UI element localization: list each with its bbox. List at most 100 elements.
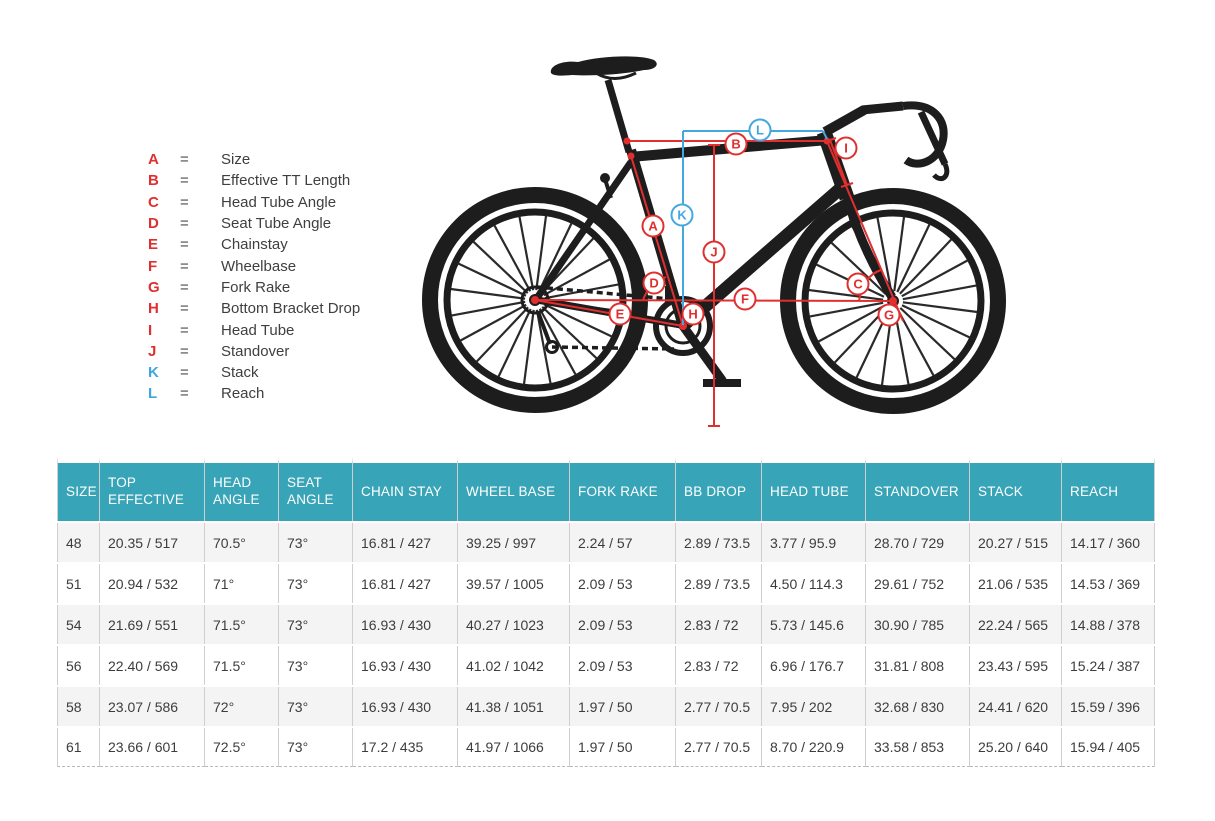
- value-cell: 71.5°: [205, 605, 279, 644]
- size-cell: 61: [57, 728, 100, 767]
- value-cell: 22.40 / 569: [100, 646, 205, 685]
- legend-label: Effective TT Length: [221, 172, 351, 190]
- legend-row: A = Size: [148, 149, 360, 170]
- legend-row: I = Head Tube: [148, 319, 360, 340]
- legend-equals: =: [180, 385, 189, 403]
- legend-letter: C: [148, 193, 159, 211]
- value-cell: 31.81 / 808: [866, 646, 970, 685]
- value-cell: 15.94 / 405: [1062, 728, 1155, 767]
- callout-seat-tube-angle: D: [642, 271, 666, 295]
- value-cell: 23.07 / 586: [100, 687, 205, 726]
- legend-label: Wheelbase: [221, 257, 297, 275]
- bike-diagram: A B C D E F G H I J K L: [422, 56, 1006, 427]
- value-cell: 23.43 / 595: [970, 646, 1062, 685]
- value-cell: 73°: [279, 728, 353, 767]
- saddle: [550, 56, 657, 76]
- column-header: SEAT ANGLE: [279, 457, 353, 521]
- value-cell: 70.5°: [205, 523, 279, 562]
- value-cell: 20.35 / 517: [100, 523, 205, 562]
- svg-text:D: D: [649, 276, 658, 291]
- callout-chainstay: E: [608, 302, 632, 326]
- value-cell: 72°: [205, 687, 279, 726]
- value-cell: 16.81 / 427: [353, 564, 458, 603]
- value-cell: 23.66 / 601: [100, 728, 205, 767]
- value-cell: 41.38 / 1051: [458, 687, 570, 726]
- legend-label: Standover: [221, 342, 290, 360]
- svg-text:J: J: [710, 245, 717, 260]
- callout-size: A: [641, 214, 665, 238]
- legend-letter: E: [148, 236, 159, 254]
- value-cell: 2.83 / 72: [676, 605, 762, 644]
- callout-head-tube-angle: C: [846, 272, 870, 296]
- column-header: STANDOVER: [866, 457, 970, 521]
- value-cell: 14.88 / 378: [1062, 605, 1155, 644]
- value-cell: 15.59 / 396: [1062, 687, 1155, 726]
- legend-letter: J: [148, 342, 157, 360]
- value-cell: 14.53 / 369: [1062, 564, 1155, 603]
- legend-row: J = Standover: [148, 341, 360, 362]
- callout-standover: J: [702, 240, 726, 264]
- value-cell: 2.24 / 57: [570, 523, 676, 562]
- size-cell: 51: [57, 564, 100, 603]
- value-cell: 30.90 / 785: [866, 605, 970, 644]
- value-cell: 7.95 / 202: [762, 687, 866, 726]
- column-header: TOP EFFECTIVE: [100, 457, 205, 521]
- callout-fork-rake: G: [877, 303, 901, 327]
- legend-row: D = Seat Tube Angle: [148, 213, 360, 234]
- svg-text:H: H: [688, 307, 697, 322]
- legend-equals: =: [180, 236, 189, 254]
- value-cell: 2.89 / 73.5: [676, 564, 762, 603]
- legend-equals: =: [180, 342, 189, 360]
- value-cell: 24.41 / 620: [970, 687, 1062, 726]
- value-cell: 21.69 / 551: [100, 605, 205, 644]
- legend-label: Fork Rake: [221, 278, 291, 296]
- value-cell: 73°: [279, 523, 353, 562]
- size-cell: 48: [57, 523, 100, 562]
- value-cell: 1.97 / 50: [570, 687, 676, 726]
- legend-letter: F: [148, 257, 158, 275]
- value-cell: 21.06 / 535: [970, 564, 1062, 603]
- value-cell: 8.70 / 220.9: [762, 728, 866, 767]
- column-header: HEAD ANGLE: [205, 457, 279, 521]
- callout-wheelbase: F: [733, 287, 757, 311]
- legend-row: C = Head Tube Angle: [148, 192, 360, 213]
- column-header: FORK RAKE: [570, 457, 676, 521]
- legend-label: Seat Tube Angle: [221, 215, 332, 233]
- value-cell: 72.5°: [205, 728, 279, 767]
- value-cell: 73°: [279, 564, 353, 603]
- legend-equals: =: [180, 321, 189, 339]
- value-cell: 16.81 / 427: [353, 523, 458, 562]
- table-row: 56 22.40 / 569 71.5° 73° 16.93 / 430 41.02 / …: [57, 646, 1155, 685]
- table-row: 48 20.35 / 517 70.5° 73° 16.81 / 427 39.25 / …: [57, 523, 1155, 562]
- callout-bb-drop: H: [681, 302, 705, 326]
- value-cell: 2.83 / 72: [676, 646, 762, 685]
- legend-equals: =: [180, 364, 189, 382]
- legend-row: L = Reach: [148, 383, 360, 404]
- table-row: 54 21.69 / 551 71.5° 73° 16.93 / 430 40.27 / …: [57, 605, 1155, 644]
- svg-text:I: I: [844, 141, 848, 156]
- value-cell: 2.09 / 53: [570, 564, 676, 603]
- legend-label: Head Tube Angle: [221, 193, 337, 211]
- value-cell: 2.09 / 53: [570, 646, 676, 685]
- value-cell: 39.57 / 1005: [458, 564, 570, 603]
- svg-text:F: F: [741, 292, 749, 307]
- value-cell: 3.77 / 95.9: [762, 523, 866, 562]
- diagram-legend: A = Size B = Effective TT Length C = Head Tube A…: [148, 149, 360, 405]
- value-cell: 20.27 / 515: [970, 523, 1062, 562]
- legend-row: K = Stack: [148, 362, 360, 383]
- svg-text:C: C: [853, 277, 863, 292]
- value-cell: 16.93 / 430: [353, 605, 458, 644]
- value-cell: 39.25 / 997: [458, 523, 570, 562]
- value-cell: 5.73 / 145.6: [762, 605, 866, 644]
- legend-letter: D: [148, 215, 159, 233]
- legend-row: E = Chainstay: [148, 234, 360, 255]
- svg-text:E: E: [616, 307, 625, 322]
- value-cell: 73°: [279, 687, 353, 726]
- svg-text:G: G: [884, 308, 894, 323]
- legend-label: Bottom Bracket Drop: [221, 300, 361, 318]
- svg-text:L: L: [756, 123, 764, 138]
- legend-label: Stack: [221, 364, 259, 382]
- callout-stack: K: [670, 203, 694, 227]
- legend-letter: A: [148, 151, 159, 169]
- size-cell: 58: [57, 687, 100, 726]
